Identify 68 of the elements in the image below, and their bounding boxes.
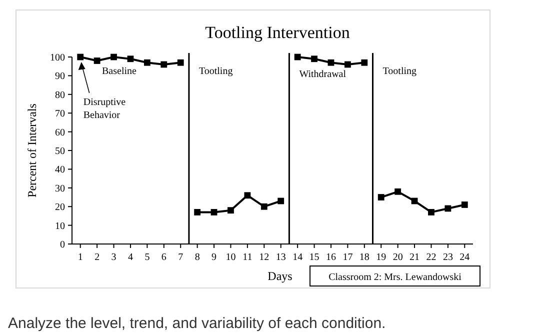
x-tick-label: 7 <box>178 252 184 263</box>
point <box>127 56 134 62</box>
y-tick-label: 50 <box>55 146 65 157</box>
point <box>228 207 234 214</box>
x-tick-label: 9 <box>212 252 217 263</box>
x-tick-label: 21 <box>410 252 420 263</box>
point <box>444 205 452 212</box>
point <box>177 59 184 66</box>
point <box>160 61 168 68</box>
y-tick-label: 40 <box>55 164 65 176</box>
chart-title: Tootling Intervention <box>205 23 350 42</box>
x-tick-label: 2 <box>94 252 100 263</box>
x-tick-label: 19 <box>376 252 386 263</box>
point <box>328 59 334 66</box>
x-tick-label: 14 <box>292 252 303 263</box>
point <box>461 202 468 208</box>
y-tick-label: 10 <box>55 220 65 232</box>
x-tick-label: 13 <box>276 252 286 263</box>
x-tick-label: 6 <box>161 252 166 263</box>
y-tick-label: 90 <box>55 71 65 82</box>
point <box>260 203 268 210</box>
point <box>294 54 301 60</box>
x-tick-label: 10 <box>226 252 236 263</box>
point <box>278 198 284 204</box>
x-tick-label: 11 <box>242 252 252 263</box>
x-tick-label: 24 <box>460 252 470 263</box>
point <box>194 209 201 216</box>
y-tick-label: 60 <box>55 127 65 138</box>
y-tick-label: 20 <box>55 202 65 214</box>
point <box>344 61 351 68</box>
annotation: Tootling <box>382 66 416 77</box>
annotation: Disruptive Behavior <box>83 97 126 121</box>
x-tick-label: 12 <box>259 252 270 263</box>
x-tick-label: 22 <box>426 252 436 263</box>
point <box>94 58 100 64</box>
annotation: Withdrawal <box>299 69 346 80</box>
point <box>378 194 384 200</box>
x-tick-label: 8 <box>194 252 200 263</box>
y-tick-label: 80 <box>55 90 65 101</box>
y-axis-title: Percent of Intervals <box>25 103 39 198</box>
y-tick-label: 70 <box>55 108 65 120</box>
x-tick-label: 17 <box>342 252 353 263</box>
x-tick-label: 15 <box>309 252 320 263</box>
x-tick-label: 4 <box>128 252 133 263</box>
y-tick-label: 30 <box>55 183 65 194</box>
point <box>311 56 318 62</box>
point <box>394 188 402 195</box>
x-tick-label: 23 <box>442 252 453 263</box>
annotation: Baseline <box>102 66 137 77</box>
x-tick-label: 20 <box>392 252 403 263</box>
x-axis-title: Days <box>268 269 293 283</box>
x-tick-label: 18 <box>359 252 370 263</box>
y-tick-label: 100 <box>50 52 65 64</box>
point <box>210 209 218 216</box>
x-tick-label: 5 <box>144 252 150 263</box>
point <box>428 209 434 216</box>
text: Analyze the level, trend, and variability of each condition. <box>8 315 386 332</box>
point <box>244 192 251 199</box>
point <box>77 54 84 60</box>
point <box>110 54 117 60</box>
x-tick-label: 16 <box>326 252 336 263</box>
point <box>361 59 368 66</box>
point <box>144 59 150 66</box>
text: Classroom 2: Mrs. Lewandowski <box>328 272 462 283</box>
annotation: Tootling <box>198 66 233 77</box>
x-tick-label: 3 <box>111 252 116 263</box>
y-tick-label: 0 <box>60 240 65 250</box>
x-tick-label: 1 <box>78 252 83 263</box>
